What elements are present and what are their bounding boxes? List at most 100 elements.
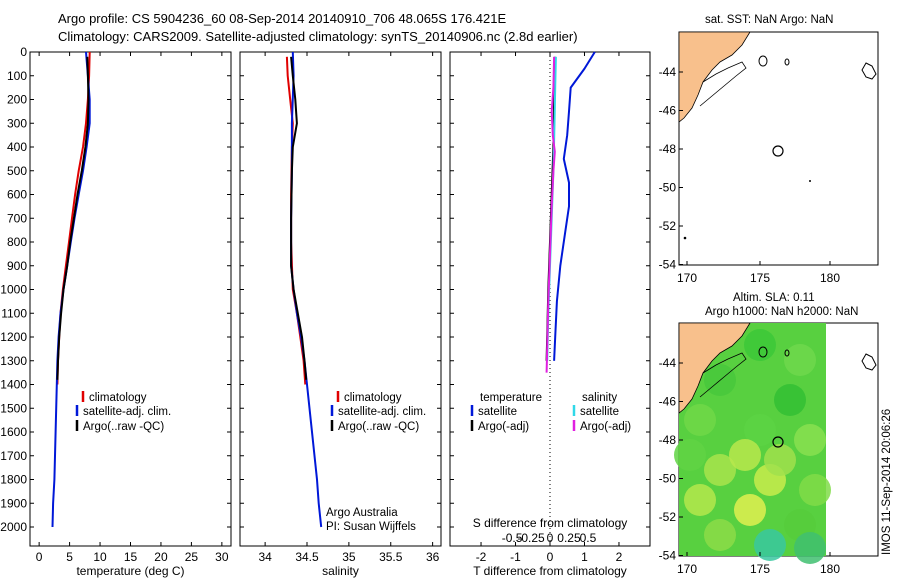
lat-tick-label: -46 — [659, 104, 677, 118]
legend-label-sal-satellite: satellite — [580, 406, 619, 418]
salinity-legend: climatology satellite-adj. clim. Argo(..… — [326, 391, 426, 533]
sla-field-patch — [734, 494, 766, 526]
y-tick-label: 1800 — [0, 473, 27, 487]
sla-map-title-line1: Altim. SLA: 0.11 — [733, 292, 815, 304]
series-line-argo-raw-qc- — [56, 56, 90, 380]
x-tick-label: 2 — [616, 550, 623, 564]
legend-label-argo: Argo(..raw -QC) — [83, 421, 164, 433]
sla-island-contour — [758, 346, 768, 358]
y-tick-label: 200 — [7, 93, 27, 107]
sla-anomaly-field — [674, 323, 831, 564]
secondary-x-tick-label: 0.25 — [557, 531, 581, 545]
y-tick-label: 1200 — [0, 330, 27, 344]
lon-tick-label: 170 — [677, 271, 697, 285]
x-tick-label: 1 — [581, 550, 588, 564]
figure-title-line1: Argo profile: CS 5904236_60 08-Sep-2014 … — [58, 11, 506, 26]
sla-map-axis-ticks: 170 175 180 -44 -46 -48 -50 -52 -54 — [659, 356, 841, 576]
legend-label-climatology: climatology — [89, 392, 147, 404]
y-tick-label: 1500 — [0, 401, 27, 415]
sla-field-patch — [744, 329, 776, 361]
x-tick-label: 5 — [66, 550, 73, 564]
sla-field-patch — [774, 384, 806, 416]
x-tick-label: 30 — [215, 550, 229, 564]
sla-map: Altim. SLA: 0.11 Argo h1000: NaN h2000: … — [659, 292, 879, 576]
sla-field-patch — [794, 532, 826, 564]
sla-island-contour — [784, 349, 790, 357]
x-axis-label: salinity — [322, 564, 359, 578]
lat-tick-label: -44 — [659, 65, 677, 79]
sst-island-dot — [809, 180, 811, 182]
y-tick-label: 800 — [7, 235, 27, 249]
y-tick-label: 1100 — [1, 306, 27, 320]
sst-map-frame — [678, 31, 879, 266]
lat-tick-label: -48 — [659, 433, 677, 447]
y-tick-label: 300 — [7, 116, 27, 130]
sla-field-patch — [794, 424, 826, 456]
plot-frame — [29, 51, 232, 547]
y-tick-label: 100 — [7, 69, 27, 83]
lat-tick-label: -54 — [659, 549, 677, 563]
x-tick-label: 35.5 — [379, 550, 403, 564]
secondary-x-tick-label: 0.5 — [580, 531, 597, 545]
lat-tick-label: -52 — [659, 219, 677, 233]
profile-charts: 0100200300400500600700800900100011001200… — [0, 45, 651, 578]
sst-map: sat. SST: NaN Argo: NaN 170 175 180 -44 -46 -… — [659, 14, 879, 285]
y-tick-label: 1000 — [0, 283, 27, 297]
sst-argo-position-marker — [772, 145, 784, 157]
y-tick-label: 900 — [7, 259, 27, 273]
y-tick-label: 1600 — [0, 425, 27, 439]
x-tick-label: 34.5 — [295, 550, 319, 564]
sla-argo-position-marker — [772, 436, 784, 448]
lat-tick-label: -46 — [659, 395, 677, 409]
legend-title-salinity: salinity — [582, 392, 617, 404]
legend-label-climatology: climatology — [344, 392, 402, 404]
x-axis-label: temperature (deg C) — [76, 564, 184, 578]
lon-tick-label: 180 — [820, 271, 840, 285]
series-line-argo-raw-qc- — [290, 56, 308, 380]
panel-salinity: 34 34.5 35 35.5 36 salinity — [239, 51, 442, 578]
lon-tick-label: 170 — [677, 562, 697, 576]
panel-difference: -2 -1 0 1 2T difference from climatology S di… — [449, 51, 651, 578]
sla-field-patch — [784, 344, 816, 376]
x-tick-label: -1 — [510, 550, 521, 564]
x-tick-label: 34 — [258, 550, 272, 564]
sst-map-axis-ticks: 170 175 180 -44 -46 -48 -50 -52 -54 — [659, 65, 841, 285]
sst-bathymetry-contour — [699, 61, 747, 107]
sla-field-patch — [684, 404, 716, 436]
temperature-legend: climatology satellite-adj. clim. Argo(..… — [75, 391, 171, 433]
y-tick-label: 700 — [7, 211, 27, 225]
y-tick-label: 1400 — [0, 378, 27, 392]
x-tick-label: 10 — [93, 550, 107, 564]
sst-land-new-zealand — [678, 31, 751, 123]
lat-tick-label: -48 — [659, 142, 677, 156]
x-axis-label: T difference from climatology — [473, 564, 627, 578]
y-tick-label: 0 — [20, 45, 27, 59]
sla-field-patch — [799, 474, 831, 506]
sla-island-contour — [861, 353, 877, 371]
sst-island-contour — [861, 62, 877, 80]
x-tick-label: 35 — [342, 550, 356, 564]
sla-field-patch — [729, 439, 761, 471]
sst-map-title: sat. SST: NaN Argo: NaN — [705, 14, 833, 26]
x-tick-label: 36 — [426, 550, 440, 564]
y-tick-label: 1300 — [0, 354, 27, 368]
plot-frame — [449, 51, 651, 547]
legend-label-argo: Argo(..raw -QC) — [338, 421, 419, 433]
secondary-x-tick-label: -0.25 — [517, 531, 545, 545]
sla-field-patch — [684, 484, 716, 516]
y-tick-label: 2000 — [0, 520, 27, 534]
series-line-salinity-argo-adj- — [545, 56, 556, 373]
sla-field-patch — [754, 529, 786, 561]
y-tick-label: 400 — [7, 140, 27, 154]
sla-bathymetry-contour — [699, 352, 747, 398]
legend-label-sal-argo: Argo(-adj) — [580, 421, 631, 433]
sst-island-contour — [784, 58, 790, 66]
x-tick-label: 20 — [154, 550, 168, 564]
lat-tick-label: -50 — [659, 472, 677, 486]
legend-title-temperature: temperature — [480, 392, 542, 404]
legend-label-satellite: satellite-adj. clim. — [83, 406, 171, 418]
plot-frame — [239, 51, 442, 547]
lon-tick-label: 175 — [750, 562, 770, 576]
imos-timestamp: IMOS 11-Sep-2014 20:06:26 — [881, 409, 893, 555]
